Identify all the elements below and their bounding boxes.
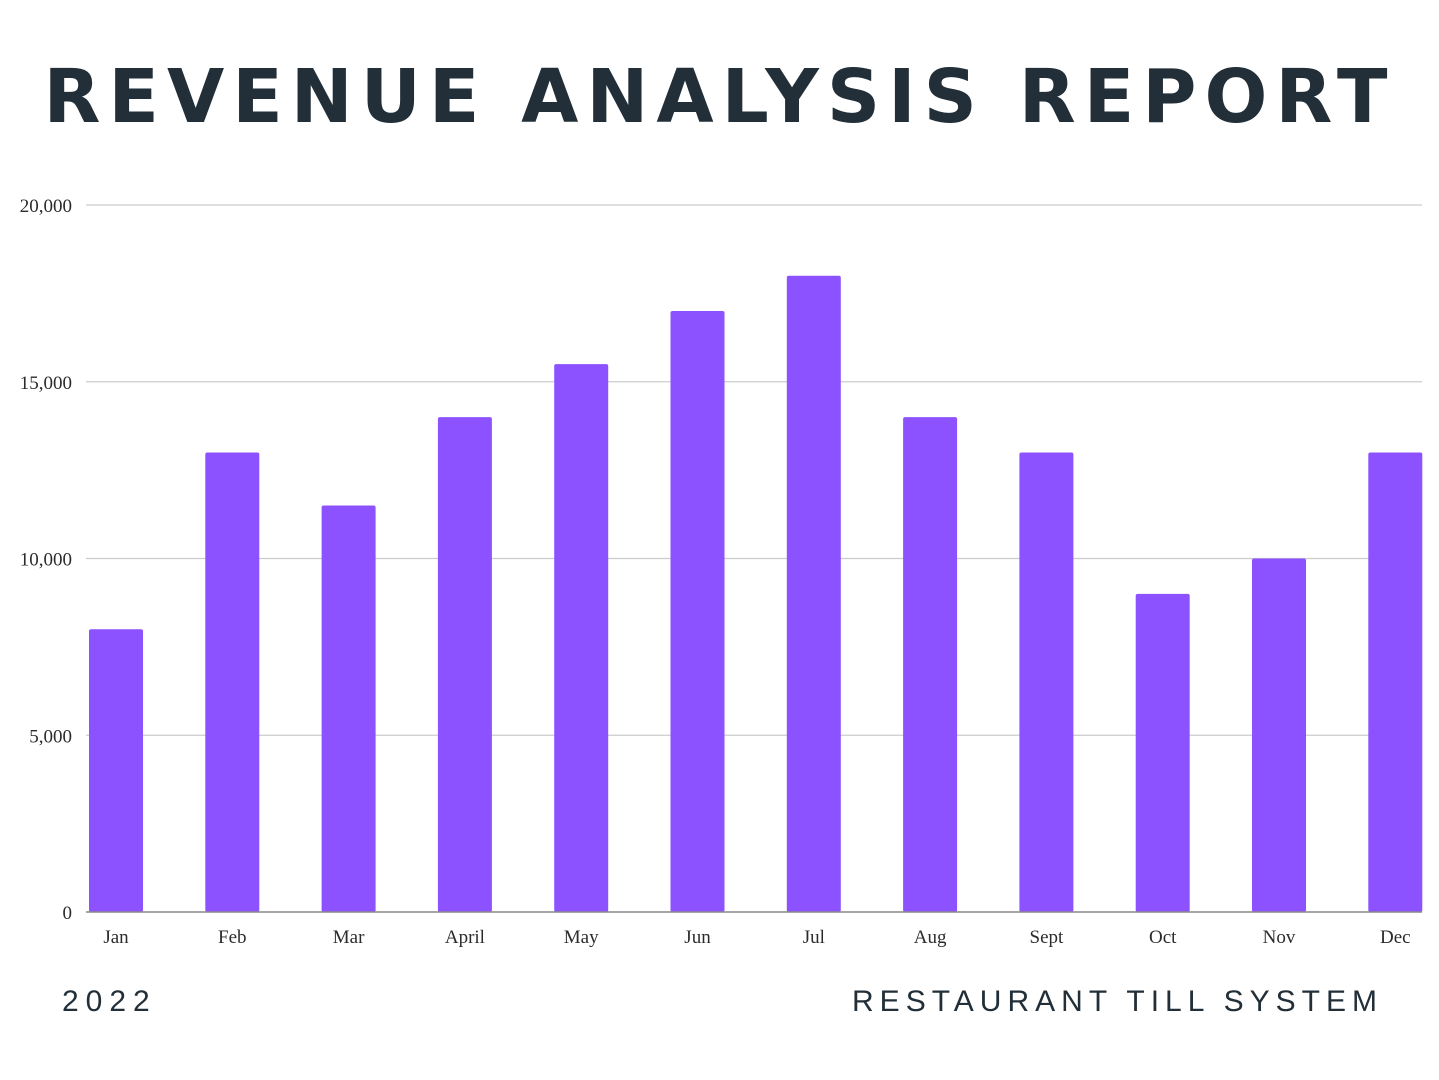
grid-lines	[86, 204, 1422, 736]
bar-may	[554, 364, 609, 912]
y-tick-label: 20,000	[20, 196, 72, 217]
x-axis-tick-labels: Jan Feb Mar April May Jun Jul Aug Sept Oct Nov Dec	[103, 927, 1410, 948]
y-tick-label: 5,000	[29, 726, 72, 747]
x-tick-label: Sept	[1030, 927, 1065, 948]
x-tick-label: Aug	[914, 927, 947, 948]
bars	[89, 275, 1423, 912]
bar-april	[437, 417, 492, 912]
x-tick-label: Feb	[218, 927, 247, 948]
x-tick-label: April	[445, 927, 485, 948]
bar-jul	[786, 275, 841, 912]
y-axis-tick-labels: 0 5,000 10,000 15,000 20,000	[20, 196, 72, 924]
bar-jan	[89, 629, 143, 912]
bar-dec	[1368, 452, 1423, 912]
bar-nov	[1252, 558, 1306, 912]
x-tick-label: Mar	[333, 927, 365, 948]
bar-feb	[205, 452, 260, 912]
x-tick-label: Nov	[1263, 927, 1296, 948]
x-tick-label: Jun	[684, 927, 711, 948]
x-tick-label: Jul	[803, 927, 825, 948]
x-tick-label: Jan	[103, 927, 129, 948]
bar-oct	[1135, 593, 1190, 912]
bar-jun	[670, 311, 725, 912]
bar-sept	[1019, 452, 1074, 912]
system-name: RESTAURANT TILL SYSTEM	[852, 985, 1383, 1018]
bar-mar	[321, 505, 376, 912]
x-tick-label: Dec	[1380, 927, 1411, 948]
y-tick-label: 0	[63, 903, 73, 924]
y-tick-label: 10,000	[20, 550, 72, 571]
report-title: REVENUE ANALYSIS REPORT	[43, 54, 1396, 140]
report-year: 2022	[62, 985, 157, 1018]
x-tick-label: Oct	[1149, 927, 1177, 948]
x-tick-label: May	[564, 927, 599, 948]
bar-aug	[903, 417, 958, 912]
y-tick-label: 15,000	[20, 373, 72, 394]
